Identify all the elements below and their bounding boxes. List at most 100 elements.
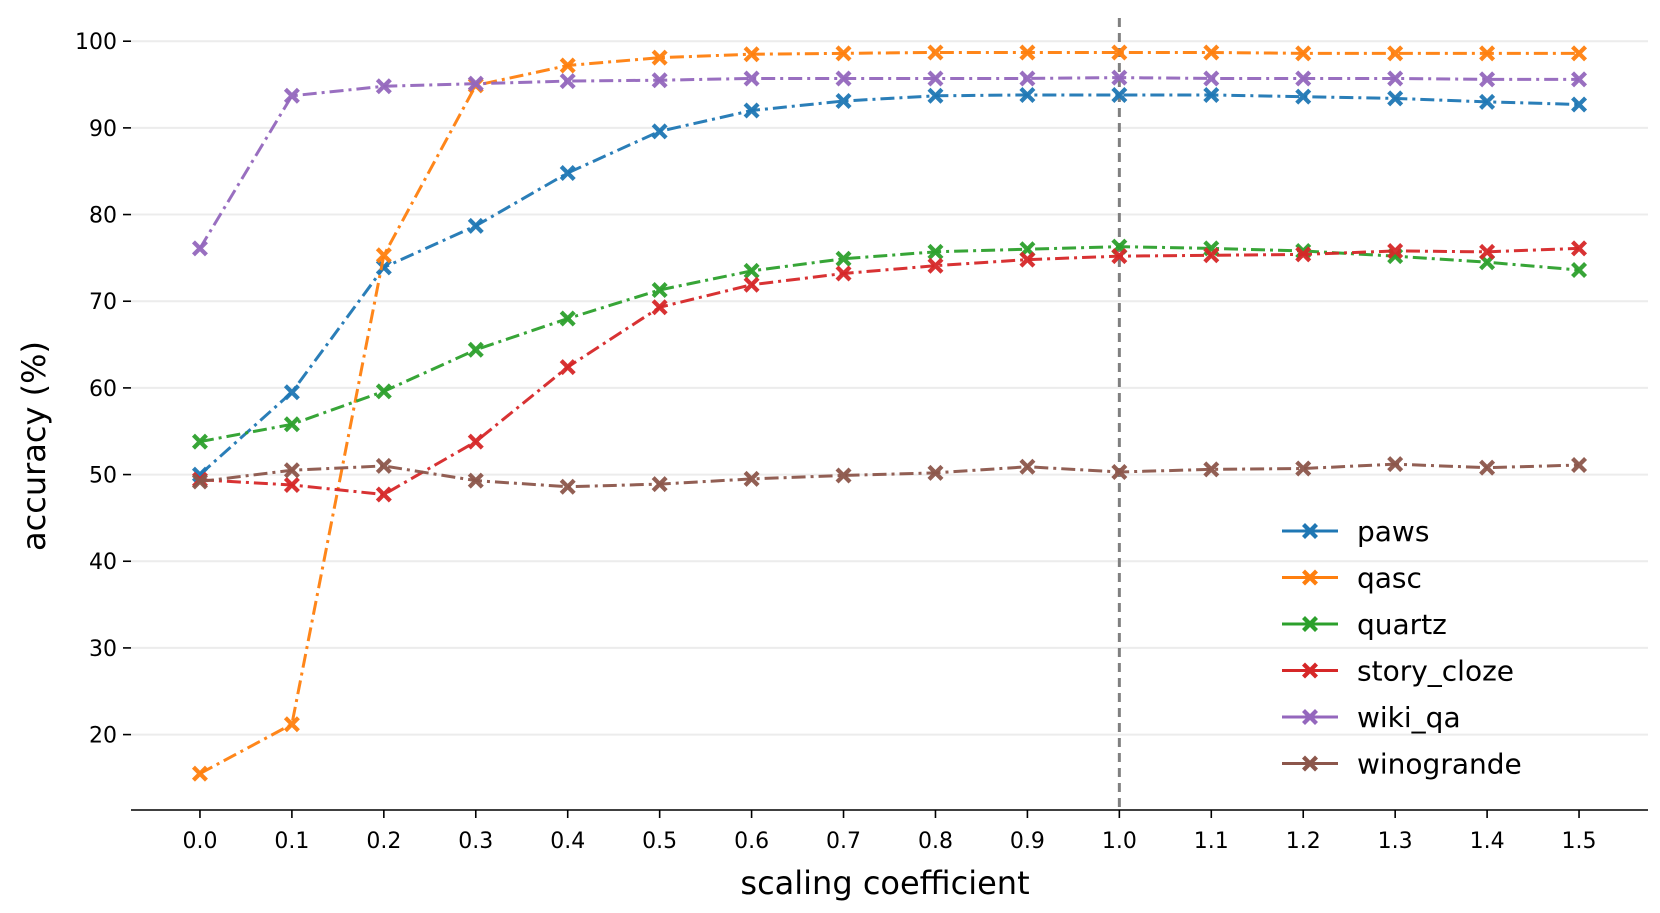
data-point-story_cloze: [1203, 247, 1220, 264]
data-point-winogrande: [283, 462, 300, 479]
data-point-wiki_qa: [927, 70, 944, 87]
x-tick-label: 1.1: [1194, 829, 1229, 854]
data-point-qasc: [1111, 44, 1128, 61]
data-point-qasc: [191, 765, 208, 782]
data-point-qasc: [651, 49, 668, 66]
data-point-story_cloze: [559, 359, 576, 376]
data-point-paws: [1479, 93, 1496, 110]
x-tick-label: 1.4: [1470, 829, 1505, 854]
series-winogrande: [191, 456, 1588, 495]
series-line-qasc: [199, 50, 1580, 775]
data-point-qasc: [1571, 45, 1588, 62]
y-tick-label: 80: [89, 204, 117, 229]
y-tick-label: 60: [89, 377, 117, 402]
data-point-wiki_qa: [1295, 70, 1312, 87]
data-point-quartz: [743, 262, 760, 279]
data-point-qasc: [743, 46, 760, 63]
legend-marker-wiki_qa: [1302, 709, 1318, 725]
data-point-qasc: [283, 716, 300, 733]
series-group: [191, 44, 1588, 782]
data-point-wiki_qa: [375, 78, 392, 95]
data-point-story_cloze: [1387, 242, 1404, 259]
legend-label-quartz: quartz: [1357, 608, 1447, 641]
legend-marker-paws: [1302, 523, 1318, 539]
data-point-winogrande: [191, 473, 208, 490]
grid: [131, 40, 1648, 736]
y-tick-label: 30: [89, 637, 117, 662]
data-point-qasc: [559, 57, 576, 74]
data-point-paws: [559, 164, 576, 181]
data-point-paws: [283, 384, 300, 401]
series-line-wiki_qa: [198, 76, 1580, 250]
data-point-wiki_qa: [283, 87, 300, 104]
data-point-wiki_qa: [1571, 71, 1588, 88]
legend-label-wiki_qa: wiki_qa: [1357, 701, 1461, 734]
data-point-winogrande: [927, 464, 944, 481]
data-point-wiki_qa: [559, 73, 576, 90]
data-point-story_cloze: [1295, 246, 1312, 263]
data-point-quartz: [375, 383, 392, 400]
series-paws: [191, 86, 1588, 483]
legend-label-winogrande: winogrande: [1357, 748, 1522, 781]
data-point-paws: [1387, 90, 1404, 107]
data-point-winogrande: [835, 467, 852, 484]
data-point-paws: [1111, 86, 1128, 103]
data-point-qasc: [1479, 45, 1496, 62]
data-point-wiki_qa: [1019, 70, 1036, 87]
series-wiki_qa: [191, 69, 1588, 257]
legend-label-qasc: qasc: [1357, 562, 1422, 595]
x-tick-label: 0.1: [274, 829, 309, 854]
data-point-qasc: [835, 45, 852, 62]
series-line-story_cloze: [199, 246, 1580, 497]
data-point-paws: [1203, 86, 1220, 103]
x-tick-label: 0.8: [918, 829, 953, 854]
data-point-story_cloze: [1019, 251, 1036, 268]
data-point-paws: [651, 123, 668, 140]
data-point-qasc: [927, 44, 944, 61]
data-point-story_cloze: [283, 476, 300, 493]
y-tick-label: 100: [75, 30, 117, 55]
x-tick-label: 0.2: [366, 829, 401, 854]
y-tick-label: 40: [89, 550, 117, 575]
data-point-quartz: [191, 433, 208, 450]
data-point-winogrande: [467, 472, 484, 489]
x-tick-label: 0.3: [458, 829, 493, 854]
data-point-story_cloze: [743, 276, 760, 293]
x-tick-label: 1.3: [1378, 829, 1413, 854]
y-axis: 20 30 40 50 60 70 80 90 100: [75, 30, 131, 749]
data-point-paws: [835, 93, 852, 110]
x-tick-label: 0.9: [1010, 829, 1045, 854]
data-point-qasc: [1203, 44, 1220, 61]
data-point-paws: [743, 102, 760, 119]
data-point-wiki_qa: [1111, 69, 1128, 86]
y-tick-label: 70: [89, 290, 117, 315]
data-point-wiki_qa: [651, 72, 668, 89]
x-tick-label: 1.0: [1102, 829, 1137, 854]
y-tick-label: 50: [89, 464, 117, 489]
x-tick-label: 0.0: [182, 829, 217, 854]
data-point-quartz: [559, 310, 576, 327]
data-point-winogrande: [1387, 456, 1404, 473]
data-point-winogrande: [1479, 459, 1496, 476]
data-point-paws: [375, 259, 392, 276]
data-point-qasc: [1295, 45, 1312, 62]
data-point-quartz: [927, 243, 944, 260]
data-point-story_cloze: [375, 486, 392, 503]
data-point-paws: [927, 87, 944, 104]
data-point-qasc: [1019, 44, 1036, 61]
data-point-quartz: [651, 281, 668, 298]
data-point-winogrande: [1295, 460, 1312, 477]
data-point-wiki_qa: [467, 75, 484, 92]
x-tick-label: 1.2: [1286, 829, 1321, 854]
legend-label-paws: paws: [1357, 515, 1429, 548]
data-point-quartz: [1571, 262, 1588, 279]
legend-marker-qasc: [1302, 569, 1318, 586]
data-point-wiki_qa: [1203, 70, 1220, 87]
x-tick-label: 0.6: [734, 829, 769, 854]
x-axis-title: scaling coefficient: [740, 864, 1029, 902]
data-point-winogrande: [1019, 458, 1036, 475]
y-tick-label: 20: [89, 724, 117, 749]
x-tick-label: 1.5: [1562, 829, 1597, 854]
